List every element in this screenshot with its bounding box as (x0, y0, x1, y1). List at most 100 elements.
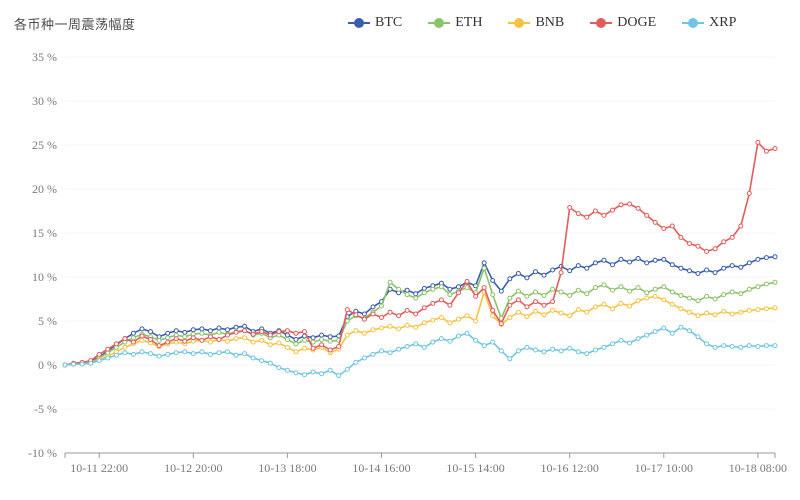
data-point (259, 329, 265, 335)
data-point (105, 355, 111, 361)
data-point (361, 311, 367, 317)
data-point (276, 340, 282, 346)
data-point (130, 351, 136, 357)
data-point (319, 371, 325, 377)
data-point (695, 334, 701, 340)
data-point (729, 263, 735, 269)
data-point (678, 293, 684, 298)
data-point (567, 345, 573, 351)
legend-item-bnb[interactable]: BNB (508, 15, 564, 31)
legend-item-eth[interactable]: ETH (428, 15, 482, 31)
data-point (276, 329, 282, 335)
data-point (541, 272, 547, 278)
data-point (447, 320, 453, 326)
data-point (558, 348, 564, 354)
chart-legend: BTC ETH BNB DOGE XRP (348, 15, 736, 31)
data-point (704, 249, 710, 254)
data-point (413, 291, 419, 297)
data-point (729, 289, 735, 295)
data-point (310, 335, 316, 341)
data-point (302, 345, 307, 351)
legend-item-doge[interactable]: DOGE (590, 15, 656, 31)
data-point (498, 288, 504, 294)
data-point (319, 337, 325, 342)
data-point (421, 305, 427, 311)
data-point (327, 334, 333, 340)
data-point (336, 344, 342, 349)
data-point (533, 299, 538, 305)
y-axis-label: 35 % (32, 50, 57, 64)
data-point (327, 367, 333, 373)
data-point (344, 318, 350, 324)
data-point (661, 256, 667, 262)
data-point (678, 306, 684, 312)
data-point (550, 267, 556, 273)
data-point (225, 327, 230, 333)
data-point (712, 246, 718, 252)
data-point (669, 262, 675, 268)
data-point (584, 309, 590, 315)
bnb-legend-marker-icon (508, 18, 531, 29)
data-point (302, 337, 307, 343)
data-point (387, 350, 393, 356)
data-point (182, 334, 188, 340)
data-point (533, 308, 538, 314)
data-point (276, 365, 282, 371)
data-point (88, 360, 94, 366)
data-point (524, 314, 530, 320)
data-point (515, 348, 521, 354)
data-point (464, 330, 470, 336)
data-point (610, 287, 615, 293)
data-point (413, 341, 419, 347)
data-point (361, 316, 367, 322)
eth-legend-marker-icon (428, 18, 451, 29)
data-point (370, 351, 376, 357)
data-point (430, 300, 436, 306)
data-point (541, 349, 547, 355)
btc-legend-marker-icon (348, 18, 370, 29)
data-point (182, 329, 188, 335)
data-point (687, 309, 692, 315)
data-point (746, 343, 752, 349)
data-point (575, 307, 581, 313)
data-point (610, 207, 615, 213)
data-point (592, 260, 598, 266)
data-point (524, 293, 530, 299)
data-point (515, 297, 521, 303)
data-point (490, 292, 496, 298)
data-point (165, 330, 171, 336)
data-point (156, 337, 162, 343)
data-point (233, 352, 239, 358)
data-point (652, 219, 658, 225)
data-point (584, 214, 590, 220)
data-point (567, 293, 573, 298)
legend-item-xrp[interactable]: XRP (682, 15, 736, 31)
data-point (404, 322, 410, 328)
data-point (755, 344, 761, 349)
data-point (336, 373, 342, 379)
data-point (302, 329, 307, 335)
data-point (772, 254, 778, 260)
data-point (456, 333, 461, 339)
y-axis-label: -10 % (28, 446, 57, 460)
data-point (515, 288, 521, 294)
series-points-doge (62, 139, 778, 368)
data-point (438, 315, 444, 320)
data-point (113, 352, 119, 358)
data-point (130, 335, 136, 341)
data-point (550, 346, 556, 352)
data-point (507, 356, 513, 362)
data-point (687, 328, 692, 334)
data-point (678, 265, 684, 271)
data-point (644, 260, 650, 266)
data-point (481, 265, 487, 271)
y-axis-label: 20 % (32, 182, 57, 196)
data-point (267, 332, 273, 338)
data-point (763, 343, 769, 349)
data-point (199, 349, 205, 355)
data-point (635, 205, 641, 211)
legend-item-btc[interactable]: BTC (348, 15, 402, 31)
data-point (490, 307, 496, 313)
y-axis-label: 25 % (32, 138, 57, 152)
data-point (370, 304, 376, 310)
